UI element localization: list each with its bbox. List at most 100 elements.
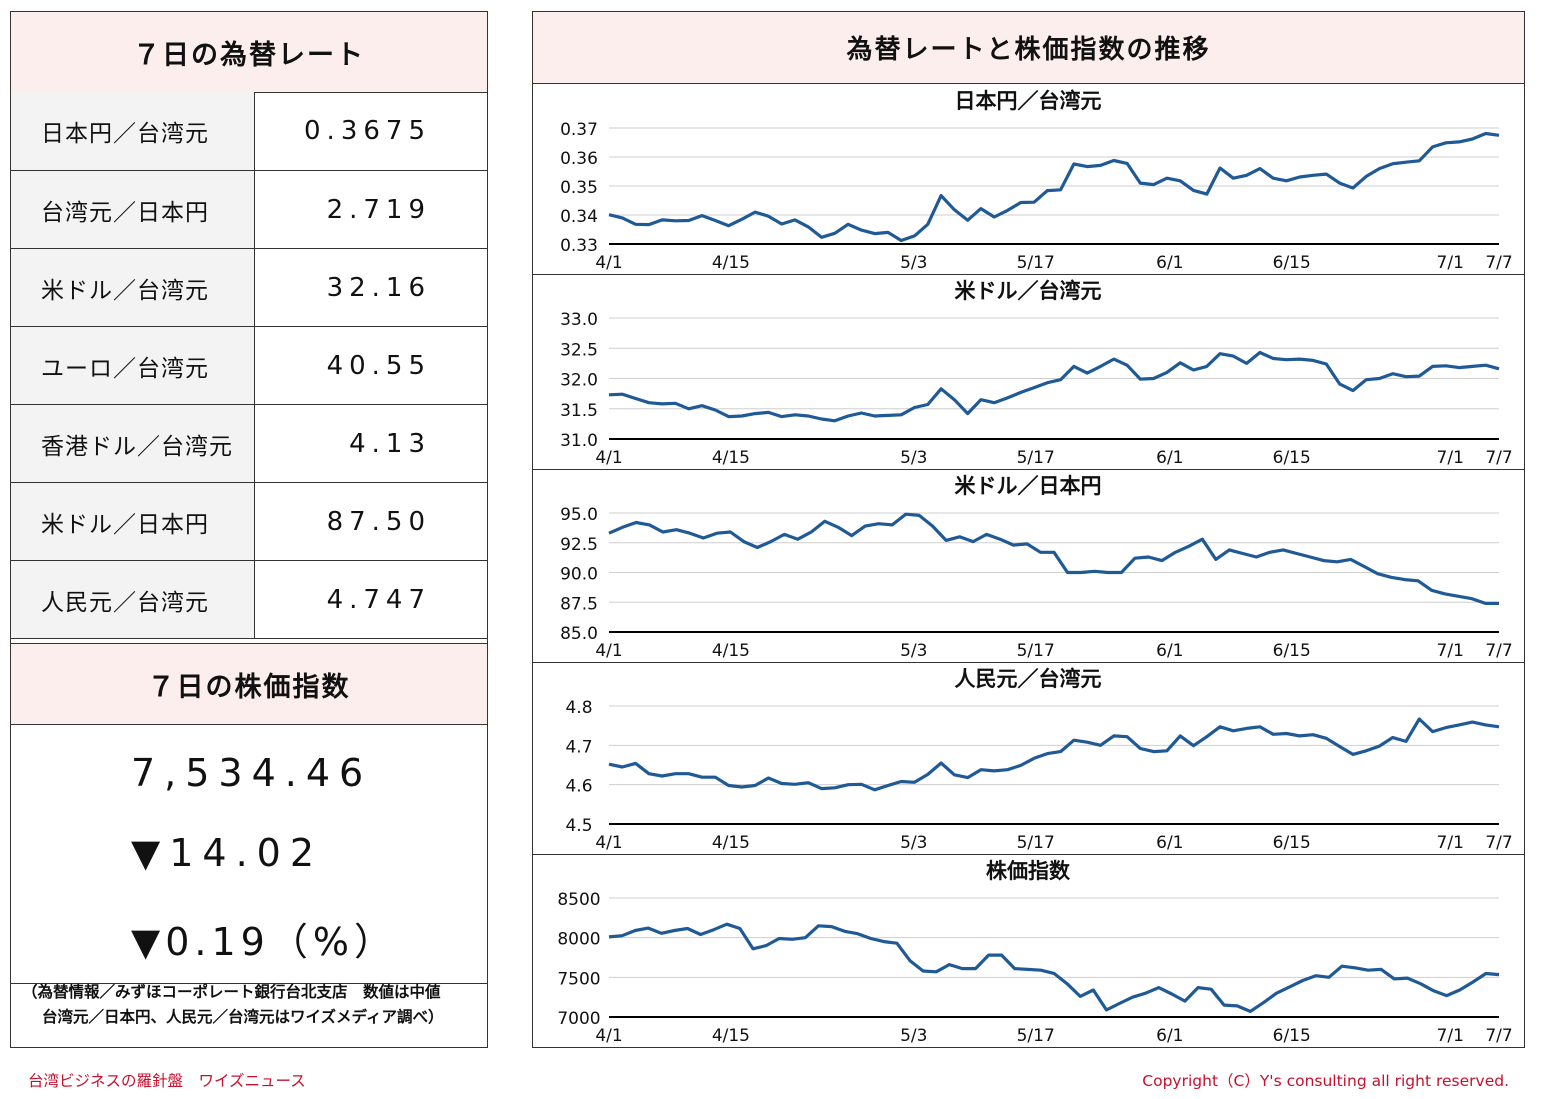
source-note-line2: 台湾元／日本円、人民元／台湾元はワイズメディア調べ）	[42, 1008, 444, 1026]
x-tick-label: 7/7	[1485, 641, 1512, 661]
stock-title: ７日の株価指数	[11, 643, 487, 725]
x-tick-label: 6/1	[1156, 253, 1183, 273]
x-tick-label: 5/3	[900, 448, 927, 468]
chart-panel: 株価指数 7000 7500 8000 8500 4/1 4/15 5/3 5/17 6/1 6/1…	[533, 854, 1524, 1047]
x-tick-label: 4/15	[712, 448, 750, 468]
y-tick-label: 7000	[557, 1009, 600, 1029]
y-tick-label: 87.5	[560, 594, 598, 614]
footer-brand: 台湾ビジネスの羅針盤 ワイズニュース	[28, 1072, 306, 1090]
x-tick-label: 6/15	[1273, 641, 1311, 661]
y-tick-label: 85.0	[560, 624, 598, 644]
x-tick-label: 7/7	[1485, 1026, 1512, 1046]
rate-row: 米ドル／日本円 87.50	[11, 483, 487, 561]
x-tick-label: 7/7	[1485, 448, 1512, 468]
x-tick-label: 5/3	[900, 833, 927, 853]
rate-label: 香港ドル／台湾元	[11, 405, 255, 482]
line-chart: 株価指数 7000 7500 8000 8500 4/1 4/15 5/3 5/17 6/1 6/1…	[557, 859, 1512, 1046]
x-tick-label: 6/1	[1156, 448, 1183, 468]
line-chart: 人民元／台湾元 4.5 4.6 4.7 4.8 4/1 4/15 5/3 5/17 6/1 6/15…	[565, 667, 1512, 853]
stock-change-pct: ▼0.19（%）	[131, 920, 397, 964]
chart-panel: 人民元／台湾元 4.5 4.6 4.7 4.8 4/1 4/15 5/3 5/17 6/1 6/15…	[533, 662, 1524, 855]
y-tick-label: 95.0	[560, 505, 598, 525]
x-tick-label: 7/1	[1437, 1026, 1464, 1046]
x-tick-label: 6/15	[1273, 1026, 1311, 1046]
rate-label: 人民元／台湾元	[11, 561, 255, 638]
rate-row: 台湾元／日本円 2.719	[11, 171, 487, 249]
y-tick-label: 31.5	[560, 401, 598, 421]
rate-label: 日本円／台湾元	[11, 92, 255, 170]
rates-panel: ７日の為替レート 日本円／台湾元 0.3675 台湾元／日本円 2.719 米ドル／台湾…	[10, 11, 488, 1048]
chart-title: 米ドル／日本円	[955, 474, 1102, 498]
rate-value: 32.16	[326, 272, 431, 303]
x-tick-label: 5/3	[900, 253, 927, 273]
chart-title: 米ドル／台湾元	[955, 279, 1102, 303]
x-tick-label: 4/1	[595, 448, 622, 468]
y-tick-label: 4.7	[565, 737, 592, 757]
rate-value: 87.50	[326, 506, 431, 537]
series-line	[608, 512, 1499, 605]
y-tick-label: 31.0	[560, 431, 598, 451]
series-line	[608, 350, 1500, 423]
x-tick-label: 6/1	[1156, 1026, 1183, 1046]
y-tick-label: 92.5	[560, 535, 598, 555]
y-tick-label: 32.5	[560, 340, 598, 360]
rate-value: 40.55	[326, 350, 431, 381]
x-tick-label: 5/3	[900, 1026, 927, 1046]
x-tick-label: 4/1	[595, 253, 622, 273]
x-tick-label: 7/1	[1437, 253, 1464, 273]
stock-value: 7,534.46	[131, 751, 373, 795]
rate-label: 米ドル／台湾元	[11, 249, 255, 326]
line-chart: 米ドル／台湾元 31.0 31.5 32.0 32.5 33.0 4/1 4/15 5/3 5/1…	[560, 279, 1513, 468]
x-tick-label: 4/15	[712, 833, 750, 853]
y-tick-label: 0.36	[560, 149, 598, 169]
x-tick-label: 6/15	[1273, 833, 1311, 853]
x-tick-label: 7/1	[1437, 641, 1464, 661]
chart-title: 人民元／台湾元	[955, 667, 1102, 691]
stock-index-box: 7,534.46 ▼14.02 ▼0.19（%）	[11, 723, 487, 984]
series-line	[608, 922, 1500, 1013]
x-tick-label: 7/1	[1437, 833, 1464, 853]
rate-value: 2.719	[326, 194, 431, 225]
x-tick-label: 5/3	[900, 641, 927, 661]
x-tick-label: 6/1	[1156, 641, 1183, 661]
stock-change: ▼14.02	[131, 831, 324, 875]
x-tick-label: 6/15	[1273, 448, 1311, 468]
x-tick-label: 5/17	[1017, 641, 1055, 661]
rate-value: 4.13	[349, 428, 431, 459]
chart-title: 日本円／台湾元	[955, 89, 1102, 113]
x-tick-label: 4/15	[712, 641, 750, 661]
charts-panel: 為替レートと株価指数の推移 日本円／台湾元 0.33 0.34 0.35 0.36 0.3…	[532, 11, 1525, 1048]
x-tick-label: 4/15	[712, 1026, 750, 1046]
rate-row: 米ドル／台湾元 32.16	[11, 249, 487, 327]
x-tick-label: 4/1	[595, 1026, 622, 1046]
x-tick-label: 5/17	[1017, 253, 1055, 273]
y-tick-label: 4.8	[565, 698, 592, 718]
x-tick-label: 4/1	[595, 833, 622, 853]
y-tick-label: 0.34	[560, 207, 598, 227]
x-tick-label: 5/17	[1017, 1026, 1055, 1046]
footer-copyright: Copyright（C）Y's consulting all right res…	[1142, 1072, 1509, 1090]
chart-panel: 米ドル／台湾元 31.0 31.5 32.0 32.5 33.0 4/1 4/15 5/3 5/1…	[533, 274, 1524, 470]
rate-value: 0.3675	[304, 116, 431, 146]
x-tick-label: 5/17	[1017, 833, 1055, 853]
chart-panel: 日本円／台湾元 0.33 0.34 0.35 0.36 0.37 4/1 4/15 5/3 5/1…	[533, 84, 1524, 275]
y-tick-label: 8000	[557, 930, 600, 950]
rate-row: 人民元／台湾元 4.747	[11, 561, 487, 639]
line-chart: 日本円／台湾元 0.33 0.34 0.35 0.36 0.37 4/1 4/15 5/3 5/1…	[560, 89, 1513, 273]
source-note-line1: （為替情報／みずほコーポレート銀行台北支店 数値は中値	[22, 983, 441, 1001]
source-note: （為替情報／みずほコーポレート銀行台北支店 数値は中値 台湾元／日本円、人民元／…	[22, 980, 443, 1030]
y-tick-label: 33.0	[560, 310, 598, 330]
x-tick-label: 7/1	[1437, 448, 1464, 468]
charts-title: 為替レートと株価指数の推移	[533, 12, 1524, 84]
x-tick-label: 4/1	[595, 641, 622, 661]
chart-panel: 米ドル／日本円 85.0 87.5 90.0 92.5 95.0 4/1 4/15 5/3 5/1…	[533, 469, 1524, 663]
x-tick-label: 4/15	[712, 253, 750, 273]
x-tick-label: 7/7	[1485, 833, 1512, 853]
x-tick-label: 7/7	[1485, 253, 1512, 273]
y-tick-label: 8500	[557, 890, 600, 910]
y-tick-label: 4.5	[565, 816, 592, 836]
x-tick-label: 6/1	[1156, 833, 1183, 853]
rate-value: 4.747	[326, 584, 431, 615]
rate-label: ユーロ／台湾元	[11, 327, 255, 404]
chart-title: 株価指数	[986, 859, 1071, 883]
